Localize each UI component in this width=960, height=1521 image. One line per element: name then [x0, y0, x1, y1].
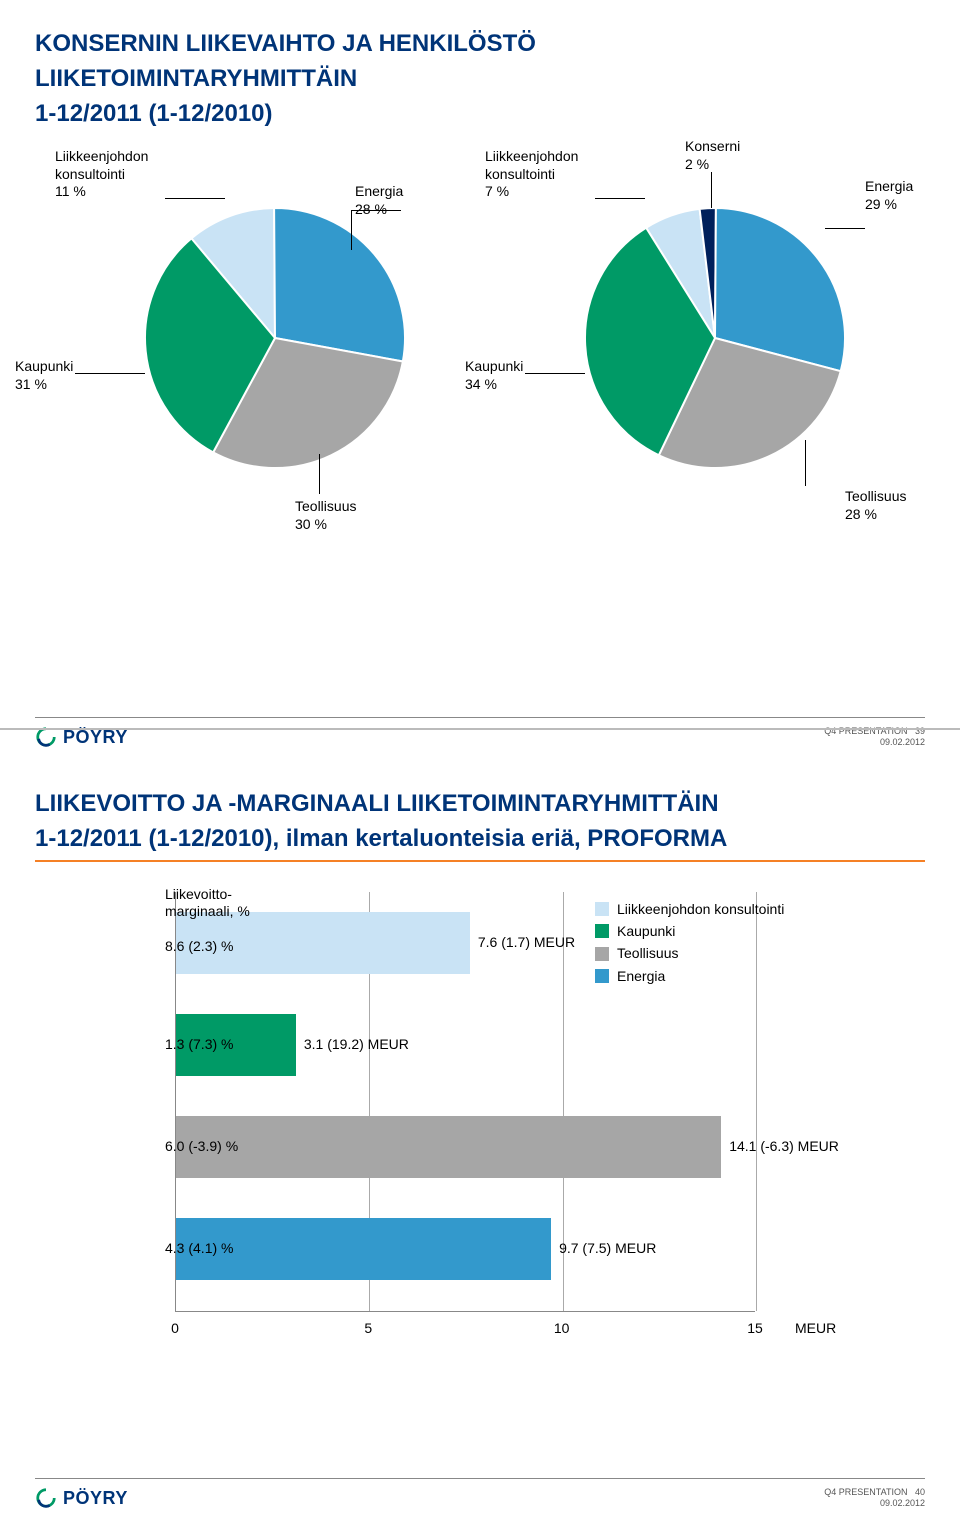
bar-value-label-0: 7.6 (1.7) MEUR — [478, 934, 575, 950]
pie-right-label-3: Teollisuus 28 % — [845, 488, 906, 523]
slide-title: KONSERNIN LIIKEVAIHTO JA HENKILÖSTÖ LIIK… — [35, 30, 925, 128]
title-line-1: KONSERNIN LIIKEVAIHTO JA HENKILÖSTÖ — [35, 30, 925, 59]
title-underline — [35, 860, 925, 862]
slide-2-footer: PÖYRY Q4 PRESENTATION 40 09.02.2012 — [35, 1478, 925, 1509]
logo-swirl-icon-2 — [35, 1487, 57, 1509]
pie-charts-area: Liikkeenjohdon konsultointi 11 % Energia… — [35, 138, 925, 618]
pie-left-label-1: Energia 28 % — [355, 183, 403, 218]
x-tick: 15 — [747, 1320, 763, 1336]
slide-1-footer: PÖYRY Q4 PRESENTATION 39 09.02.2012 — [35, 717, 925, 748]
legend-label-3: Energia — [617, 965, 665, 987]
pie-left-label-0: Liikkeenjohdon konsultointi 11 % — [55, 148, 148, 201]
bar-value-label-3: 9.7 (7.5) MEUR — [559, 1240, 656, 1256]
legend-item-0: Liikkeenjohdon konsultointi — [595, 898, 784, 920]
bar-value-label-1: 3.1 (19.2) MEUR — [304, 1036, 409, 1052]
legend-item-1: Kaupunki — [595, 920, 784, 942]
title-line-3: 1-12/2011 (1-12/2010) — [35, 100, 925, 129]
x-tick: 5 — [364, 1320, 372, 1336]
footer-meta-2: Q4 PRESENTATION 40 09.02.2012 — [824, 1487, 925, 1509]
bar-value-label-2: 14.1 (-6.3) MEUR — [729, 1138, 839, 1154]
legend-swatch-3 — [595, 969, 609, 983]
footer-meta-line2: 09.02.2012 — [880, 737, 925, 747]
pie-left-label-3: Kaupunki 31 % — [15, 358, 73, 393]
pie-right-label-4: Kaupunki 34 % — [465, 358, 523, 393]
logo-text-2: PÖYRY — [63, 1488, 128, 1509]
footer-divider — [35, 717, 925, 718]
bar-chart-legend: Liikkeenjohdon konsultointi Kaupunki Teo… — [595, 898, 784, 988]
pie-left-svg — [145, 208, 405, 468]
logo-2: PÖYRY — [35, 1487, 925, 1509]
pie-chart-left — [145, 208, 405, 473]
slide-2: LIIKEVOITTO JA -MARGINAALI LIIKETOIMINTA… — [0, 760, 960, 1521]
x-axis-label: MEUR — [795, 1320, 836, 1336]
pie-chart-right — [585, 208, 845, 473]
legend-swatch-2 — [595, 947, 609, 961]
title-line-2: LIIKETOIMINTARYHMITTÄIN — [35, 65, 925, 94]
legend-swatch-1 — [595, 924, 609, 938]
legend-swatch-0 — [595, 902, 609, 916]
x-tick: 10 — [554, 1320, 570, 1336]
footer-divider-2 — [35, 1478, 925, 1479]
legend-item-3: Energia — [595, 965, 784, 987]
bar-left-label-1: 1.3 (7.3) % — [165, 1036, 305, 1054]
footer-page-2: 40 — [915, 1487, 925, 1497]
bar-left-label-3: 4.3 (4.1) % — [165, 1240, 305, 1258]
legend-label-0: Liikkeenjohdon konsultointi — [617, 898, 784, 920]
bar-chart: 7.6 (1.7) MEUR 3.1 (19.2) MEUR 14.1 (-6.3)… — [175, 892, 895, 1352]
x-tick: 0 — [171, 1320, 179, 1336]
pie-right-label-2: Energia 29 % — [865, 178, 913, 213]
slide-2-title: LIIKEVOITTO JA -MARGINAALI LIIKETOIMINTA… — [35, 790, 925, 862]
pie-right-svg — [585, 208, 845, 468]
title2-line-1: LIIKEVOITTO JA -MARGINAALI LIIKETOIMINTA… — [35, 790, 925, 819]
bar-left-label-0: Liikevoitto- marginaali, % 8.6 (2.3) % — [165, 886, 305, 956]
legend-item-2: Teollisuus — [595, 942, 784, 964]
slide-separator — [0, 728, 960, 730]
legend-label-2: Teollisuus — [617, 942, 678, 964]
pie-left-label-2: Teollisuus 30 % — [295, 498, 356, 533]
legend-label-1: Kaupunki — [617, 920, 675, 942]
pie-right-label-0: Liikkeenjohdon konsultointi 7 % — [485, 148, 578, 201]
slide-1: KONSERNIN LIIKEVAIHTO JA HENKILÖSTÖ LIIK… — [0, 0, 960, 760]
footer-meta2-line2: 09.02.2012 — [880, 1498, 925, 1508]
footer-meta2-line1: Q4 PRESENTATION — [824, 1487, 907, 1497]
pie-right-label-1: Konserni 2 % — [685, 138, 740, 173]
title2-line-2: 1-12/2011 (1-12/2010), ilman kertaluonte… — [35, 825, 925, 854]
bar-left-label-2: 6.0 (-3.9) % — [165, 1138, 305, 1156]
